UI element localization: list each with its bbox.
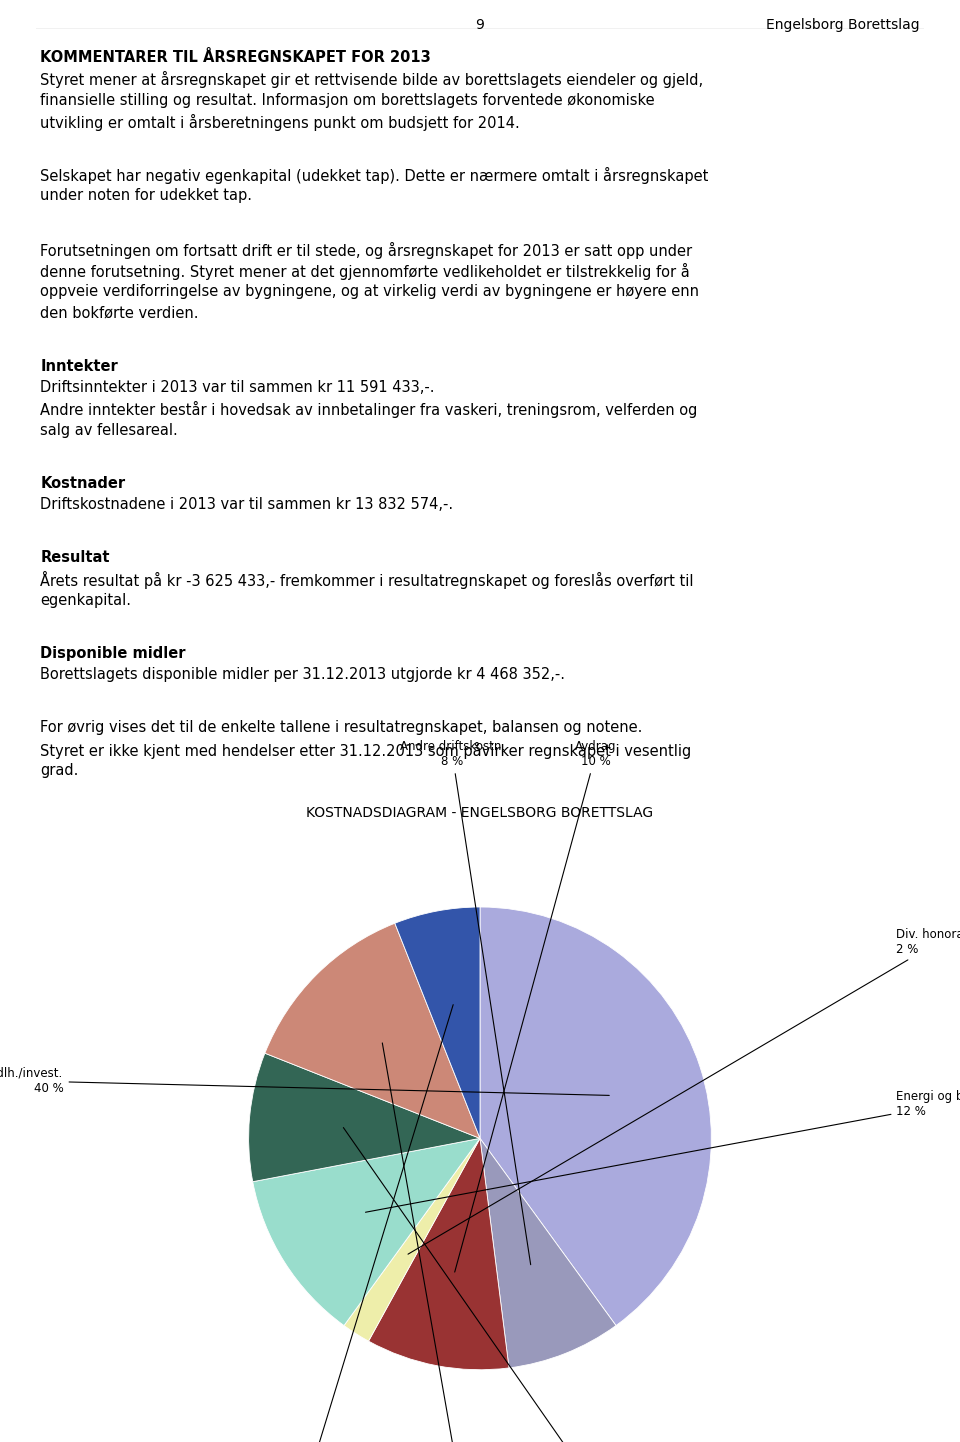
Wedge shape bbox=[480, 907, 711, 1325]
Text: finansielle stilling og resultat. Informasjon om borettslagets forventede økonom: finansielle stilling og resultat. Inform… bbox=[40, 92, 655, 108]
Wedge shape bbox=[252, 1138, 480, 1325]
Text: grad.: grad. bbox=[40, 763, 79, 777]
Text: KOMMENTARER TIL ÅRSREGNSKAPET FOR 2013: KOMMENTARER TIL ÅRSREGNSKAPET FOR 2013 bbox=[40, 50, 431, 65]
Text: Inntekter: Inntekter bbox=[40, 359, 118, 373]
Text: den bokførte verdien.: den bokførte verdien. bbox=[40, 306, 199, 320]
Text: Forutsetningen om fortsatt drift er til stede, og årsregnskapet for 2013 er satt: Forutsetningen om fortsatt drift er til … bbox=[40, 241, 692, 258]
Text: Årets resultat på kr -3 625 433,- fremkommer i resultatregnskapet og foreslås ov: Årets resultat på kr -3 625 433,- fremko… bbox=[40, 571, 694, 590]
Text: Styret er ikke kjent med hendelser etter 31.12.2013 som påvirker regnskapet i ve: Styret er ikke kjent med hendelser etter… bbox=[40, 741, 691, 758]
Text: KOSTNADSDIAGRAM - ENGELSBORG BORETTSLAG: KOSTNADSDIAGRAM - ENGELSBORG BORETTSLAG bbox=[306, 806, 654, 820]
Text: 9: 9 bbox=[475, 17, 485, 32]
Text: Avdrag
10 %: Avdrag 10 % bbox=[455, 740, 616, 1272]
Text: Engelsborg Borettslag: Engelsborg Borettslag bbox=[766, 17, 920, 32]
Text: Andre inntekter består i hovedsak av innbetalinger fra vaskeri, treningsrom, vel: Andre inntekter består i hovedsak av inn… bbox=[40, 401, 698, 418]
Text: Selskapet har negativ egenkapital (udekket tap). Dette er nærmere omtalt i årsre: Selskapet har negativ egenkapital (udekk… bbox=[40, 167, 708, 185]
Text: Kom.avg./forsikr.
13 %: Kom.avg./forsikr. 13 % bbox=[382, 1043, 518, 1442]
Text: Div. honorarer
2 %: Div. honorarer 2 % bbox=[408, 927, 960, 1255]
Text: For øvrig vises det til de enkelte tallene i resultatregnskapet, balansen og not: For øvrig vises det til de enkelte talle… bbox=[40, 720, 642, 735]
Wedge shape bbox=[395, 907, 480, 1138]
Text: egenkapital.: egenkapital. bbox=[40, 593, 132, 607]
Text: Styret mener at årsregnskapet gir et rettvisende bilde av borettslagets eiendele: Styret mener at årsregnskapet gir et ret… bbox=[40, 71, 704, 88]
Wedge shape bbox=[369, 1138, 509, 1370]
Text: Borettslagets disponible midler per 31.12.2013 utgjorde kr 4 468 352,-.: Borettslagets disponible midler per 31.1… bbox=[40, 668, 565, 682]
Text: Rep.vedlh./invest.
40 %: Rep.vedlh./invest. 40 % bbox=[0, 1067, 610, 1096]
Wedge shape bbox=[480, 1138, 616, 1368]
Text: Resultat: Resultat bbox=[40, 549, 109, 565]
Text: Driftskostnadene i 2013 var til sammen kr 13 832 574,-.: Driftskostnadene i 2013 var til sammen k… bbox=[40, 497, 453, 512]
Wedge shape bbox=[265, 923, 480, 1138]
Text: Kostnader: Kostnader bbox=[40, 476, 126, 490]
Text: oppveie verdiforringelse av bygningene, og at virkelig verdi av bygningene er hø: oppveie verdiforringelse av bygningene, … bbox=[40, 284, 699, 298]
Text: Pers.kost./styreh.
6 %: Pers.kost./styreh. 6 % bbox=[244, 1005, 453, 1442]
Text: Energi og brensel
12 %: Energi og brensel 12 % bbox=[366, 1090, 960, 1213]
Text: Andre driftskostn.
8 %: Andre driftskostn. 8 % bbox=[399, 740, 531, 1265]
Wedge shape bbox=[249, 1053, 480, 1182]
Text: under noten for udekket tap.: under noten for udekket tap. bbox=[40, 189, 252, 203]
Wedge shape bbox=[344, 1138, 480, 1341]
Text: Disponible midler: Disponible midler bbox=[40, 646, 186, 660]
Text: Driftsinntekter i 2013 var til sammen kr 11 591 433,-.: Driftsinntekter i 2013 var til sammen kr… bbox=[40, 379, 435, 395]
Text: denne forutsetning. Styret mener at det gjennomførte vedlikeholdet er tilstrekke: denne forutsetning. Styret mener at det … bbox=[40, 262, 690, 280]
Text: Finanskostnader
9 %: Finanskostnader 9 % bbox=[344, 1128, 667, 1442]
Text: salg av fellesareal.: salg av fellesareal. bbox=[40, 423, 178, 437]
Text: utvikling er omtalt i årsberetningens punkt om budsjett for 2014.: utvikling er omtalt i årsberetningens pu… bbox=[40, 114, 520, 131]
